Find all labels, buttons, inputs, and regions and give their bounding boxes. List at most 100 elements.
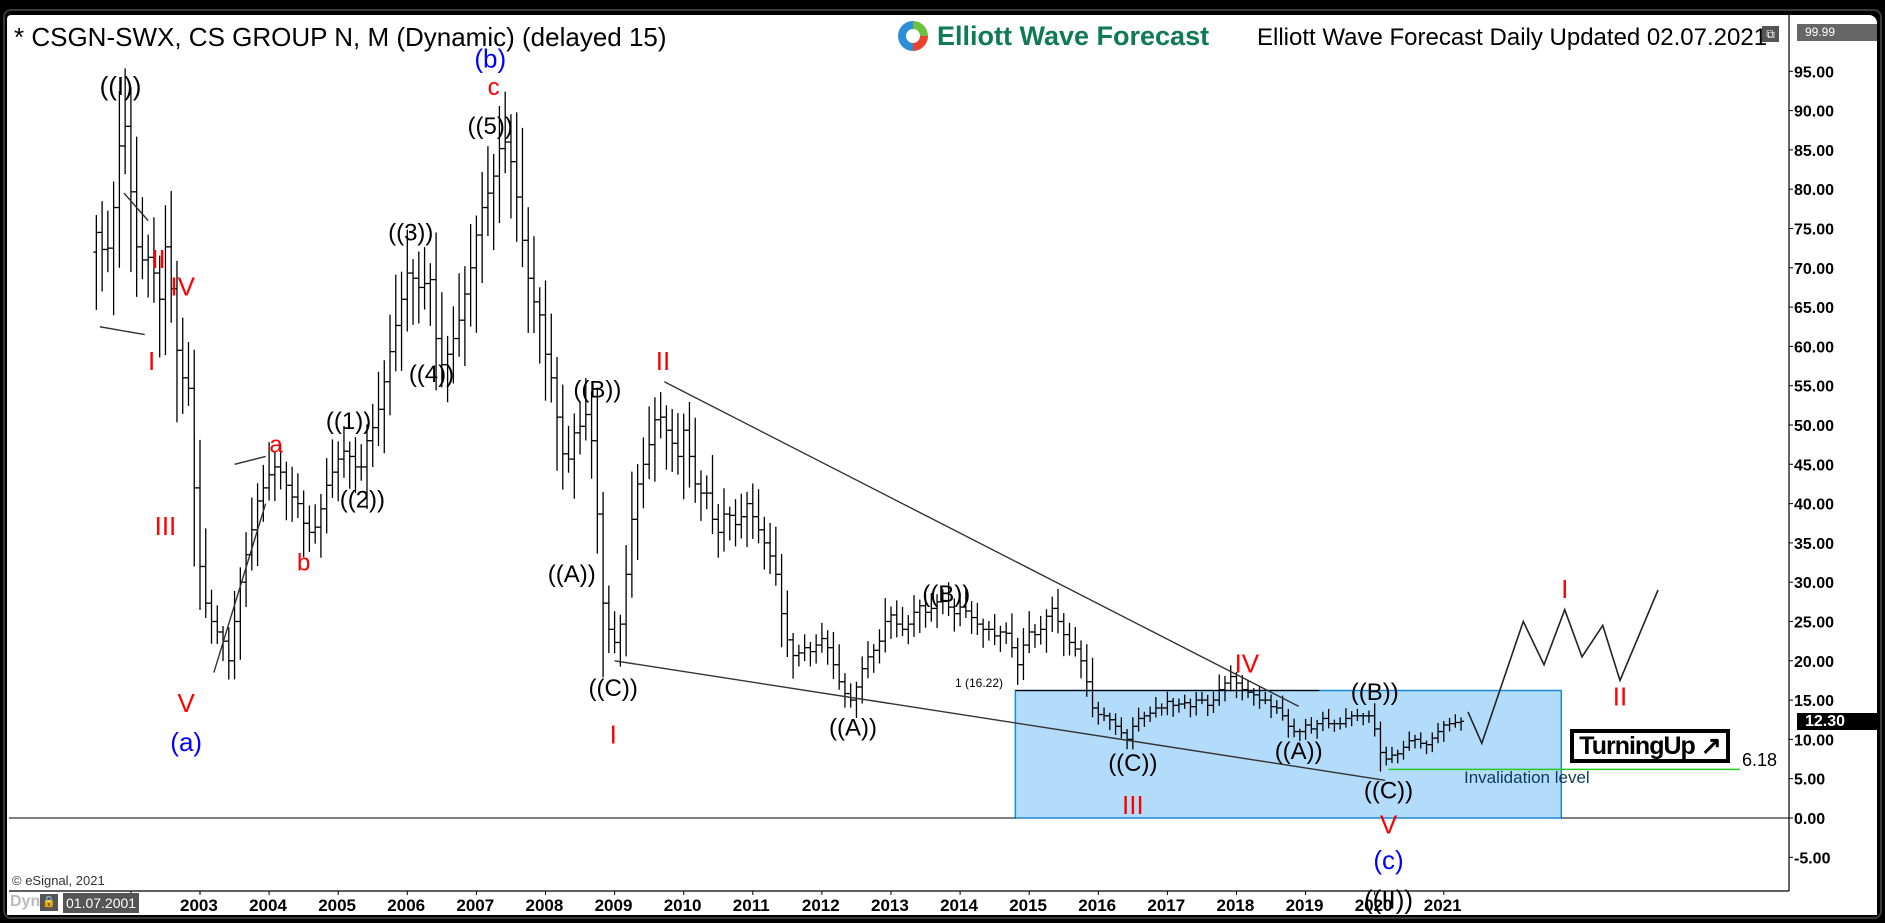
copyright: © eSignal, 2021 [12, 873, 105, 888]
svg-text:((A)): ((A)) [1275, 738, 1323, 765]
svg-text:55.00: 55.00 [1794, 379, 1834, 396]
svg-text:((5)): ((5)) [468, 113, 513, 140]
arrow-up-right-icon: ↗ [1694, 732, 1722, 760]
trendlines [99, 192, 1386, 781]
svg-text:2008: 2008 [526, 896, 564, 915]
svg-text:2010: 2010 [664, 896, 702, 915]
svg-text:((1)): ((1)) [326, 408, 371, 435]
svg-text:10.00: 10.00 [1794, 732, 1834, 749]
svg-text:5.00: 5.00 [1794, 772, 1825, 789]
svg-text:I: I [1561, 574, 1568, 604]
svg-text:2021: 2021 [1424, 896, 1462, 915]
svg-text:65.00: 65.00 [1794, 300, 1834, 317]
window-frame-top [0, 0, 1885, 15]
svg-text:70.00: 70.00 [1794, 261, 1834, 278]
svg-text:((B)): ((B)) [1351, 679, 1399, 706]
svg-text:40.00: 40.00 [1794, 497, 1834, 514]
svg-text:IV: IV [1235, 649, 1260, 679]
turning-up-text: TurningUp [1579, 732, 1695, 760]
svg-text:((2)): ((2)) [340, 487, 385, 514]
svg-text:I: I [148, 346, 155, 376]
svg-text:60.00: 60.00 [1794, 339, 1834, 356]
svg-text:2019: 2019 [1286, 896, 1324, 915]
svg-text:25.00: 25.00 [1794, 615, 1834, 632]
invalidation-label: Invalidation level [1464, 768, 1590, 787]
svg-text:2020: 2020 [1355, 896, 1393, 915]
svg-text:((B)): ((B)) [922, 581, 970, 608]
brand-logo-icon [898, 21, 928, 51]
svg-text:2017: 2017 [1147, 896, 1185, 915]
svg-text:2009: 2009 [595, 896, 633, 915]
updated-label: Elliott Wave Forecast Daily Updated 02.0… [1257, 24, 1768, 51]
svg-text:2015: 2015 [1009, 896, 1047, 915]
svg-text:2014: 2014 [940, 896, 978, 915]
svg-text:45.00: 45.00 [1794, 457, 1834, 474]
brand-name: Elliott Wave Forecast [937, 20, 1210, 51]
svg-text:-5.00: -5.00 [1794, 850, 1831, 867]
dyn-label[interactable]: Dyn [10, 893, 41, 910]
svg-text:2018: 2018 [1217, 896, 1255, 915]
svg-text:0.00: 0.00 [1794, 811, 1825, 828]
last-price-flag: 12.30 [1797, 713, 1877, 730]
svg-text:35.00: 35.00 [1794, 536, 1834, 553]
ohlc-bars [93, 68, 1465, 772]
wave-labels: ((I))IIIVIIIIV(a)ab((1))((2))((3))((4))(… [100, 43, 1628, 914]
svg-text:2016: 2016 [1078, 896, 1116, 915]
svg-text:95.00: 95.00 [1794, 64, 1834, 81]
svg-text:II: II [1613, 682, 1627, 712]
svg-text:((A)): ((A)) [829, 714, 877, 741]
svg-text:15.00: 15.00 [1794, 693, 1834, 710]
window-border [3, 9, 1882, 919]
svg-text:II: II [656, 346, 670, 376]
svg-text:20.00: 20.00 [1794, 654, 1834, 671]
projection-path [1467, 589, 1659, 746]
brand-logo: Elliott Wave Forecast [895, 18, 1209, 54]
svg-text:2007: 2007 [456, 896, 494, 915]
svg-text:2003: 2003 [180, 896, 218, 915]
svg-text:III: III [1122, 790, 1144, 820]
svg-text:I: I [610, 719, 617, 749]
svg-text:((4)): ((4)) [409, 361, 454, 388]
svg-text:a: a [269, 432, 283, 459]
svg-text:V: V [1380, 810, 1398, 840]
svg-text:50.00: 50.00 [1794, 418, 1834, 435]
svg-text:80.00: 80.00 [1794, 182, 1834, 199]
svg-text:85.00: 85.00 [1794, 143, 1834, 160]
svg-text:((B)): ((B)) [573, 376, 621, 403]
svg-text:II: II [151, 244, 165, 274]
svg-text:90.00: 90.00 [1794, 104, 1834, 121]
svg-text:(c): (c) [1373, 845, 1403, 875]
svg-text:2004: 2004 [249, 896, 287, 915]
svg-text:2013: 2013 [871, 896, 909, 915]
svg-text:2012: 2012 [802, 896, 840, 915]
axes: 95.00 90.00 85.00 80.00 75.00 70.00 65.00 60.00… [9, 15, 1834, 915]
turning-up-badge: TurningUp ↗ [1570, 729, 1730, 763]
svg-text:2005: 2005 [318, 896, 356, 915]
svg-text:((3)): ((3)) [388, 219, 433, 246]
svg-text:b: b [297, 549, 310, 576]
fib-extension-label: 1 (16.22) [955, 676, 1004, 690]
svg-text:((II)): ((II)) [1364, 884, 1413, 914]
svg-text:V: V [178, 688, 196, 718]
svg-text:((I)): ((I)) [100, 71, 142, 101]
svg-text:IV: IV [170, 271, 195, 301]
svg-text:2011: 2011 [733, 896, 770, 915]
svg-text:((C)): ((C)) [1364, 777, 1413, 804]
invalidation-value: 6.18 [1742, 750, 1778, 770]
svg-text:c: c [488, 74, 500, 101]
svg-text:III: III [155, 511, 177, 541]
svg-text:2006: 2006 [387, 896, 425, 915]
svg-text:(a): (a) [170, 727, 202, 757]
start-date-badge: 01.07.2001 [63, 893, 140, 913]
svg-text:(b): (b) [474, 43, 506, 73]
svg-text:30.00: 30.00 [1794, 575, 1834, 592]
top-price-flag: 99.99 [1797, 24, 1877, 41]
svg-text:((C)): ((C)) [589, 675, 638, 702]
svg-text:((A)): ((A)) [548, 561, 596, 588]
svg-text:((C)): ((C)) [1108, 750, 1157, 777]
svg-text:75.00: 75.00 [1794, 222, 1834, 239]
chart-title: * CSGN-SWX, CS GROUP N, M (Dynamic) (del… [14, 22, 667, 52]
lock-icon[interactable]: 🔒 [40, 894, 58, 911]
restore-window-icon[interactable]: ⧉ [1762, 26, 1779, 42]
